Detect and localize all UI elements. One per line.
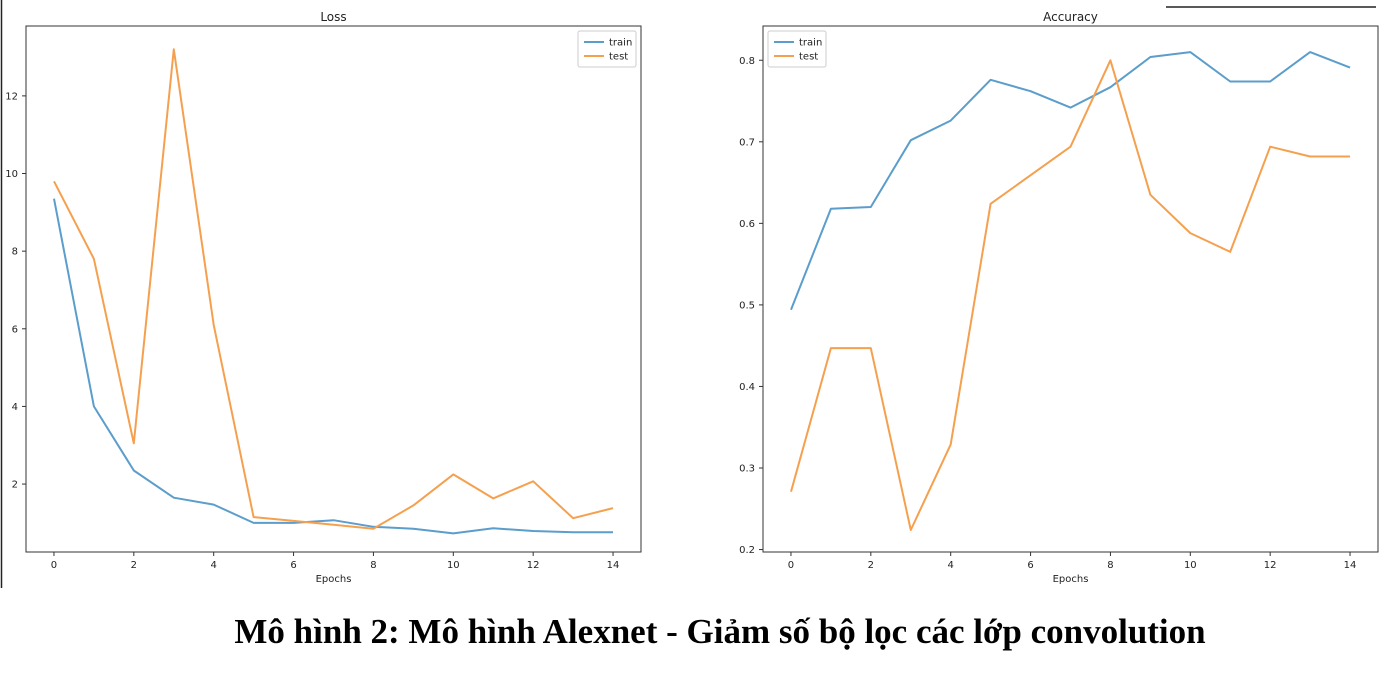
accuracy-x-tick-label: 6 — [1027, 560, 1033, 571]
loss-legend-label-train: train — [609, 38, 632, 49]
figure-caption: Mô hình 2: Mô hình Alexnet - Giảm số bộ … — [234, 612, 1206, 651]
accuracy-legend-label-train: train — [799, 38, 822, 49]
loss-y-tick-label: 4 — [12, 402, 18, 413]
accuracy-y-tick-label: 0.5 — [739, 300, 755, 311]
loss-chart-title: Loss — [320, 10, 346, 24]
loss-train-line — [53, 198, 613, 535]
loss-x-tick-label: 8 — [370, 560, 376, 571]
loss-plot-frame — [25, 25, 642, 553]
accuracy-x-tick-label: 8 — [1107, 560, 1113, 571]
loss-y-tick-label: 2 — [12, 480, 18, 491]
loss-x-tick-label: 0 — [51, 560, 57, 571]
loss-y-tick-label: 6 — [12, 324, 18, 335]
accuracy-x-tick-label: 14 — [1344, 560, 1357, 571]
accuracy-x-tick-label: 12 — [1264, 560, 1277, 571]
accuracy-chart: Accuracy 0 2 4 6 8 10 12 14 0.2 0.3 0.4 0.5 0.6 0.7 0.8… — [739, 10, 1379, 585]
accuracy-x-tick-label: 2 — [868, 560, 874, 571]
loss-test-line — [53, 48, 614, 530]
loss-x-tick-label: 2 — [131, 560, 137, 571]
accuracy-plot-frame — [762, 25, 1379, 553]
accuracy-x-tick-label: 10 — [1184, 560, 1197, 571]
accuracy-train-line — [790, 51, 1351, 311]
accuracy-test-line — [790, 59, 1350, 531]
loss-x-tick-label: 14 — [607, 560, 620, 571]
accuracy-x-axis-label: Epochs — [1053, 574, 1089, 585]
loss-chart: Loss 0 2 4 6 8 10 12 14 2 4 6 8 10 12 Epochs train test — [5, 10, 642, 585]
loss-y-tick-label: 12 — [5, 91, 18, 102]
accuracy-y-tick-label: 0.8 — [739, 56, 755, 67]
loss-legend — [577, 30, 637, 68]
accuracy-y-tick-label: 0.6 — [739, 219, 755, 230]
accuracy-y-tick-label: 0.4 — [739, 382, 755, 393]
accuracy-x-tick-label: 0 — [788, 560, 794, 571]
figure: Loss 0 2 4 6 8 10 12 14 2 4 6 8 10 12 Epochs train test A… — [0, 0, 1379, 588]
accuracy-chart-title: Accuracy — [1043, 10, 1098, 24]
accuracy-y-tick-label: 0.2 — [739, 545, 755, 556]
loss-x-axis-label: Epochs — [316, 574, 352, 585]
loss-x-tick-label: 6 — [290, 560, 296, 571]
accuracy-legend-label-test: test — [799, 52, 818, 63]
loss-x-tick-label: 10 — [447, 560, 460, 571]
accuracy-y-tick-label: 0.7 — [739, 137, 755, 148]
accuracy-legend — [767, 30, 827, 68]
accuracy-y-tick-label: 0.3 — [739, 464, 755, 475]
loss-x-tick-label: 4 — [211, 560, 217, 571]
loss-y-tick-label: 10 — [5, 169, 18, 180]
loss-x-tick-label: 12 — [527, 560, 540, 571]
loss-legend-label-test: test — [609, 52, 628, 63]
loss-y-tick-label: 8 — [12, 247, 18, 258]
accuracy-x-tick-label: 4 — [948, 560, 954, 571]
